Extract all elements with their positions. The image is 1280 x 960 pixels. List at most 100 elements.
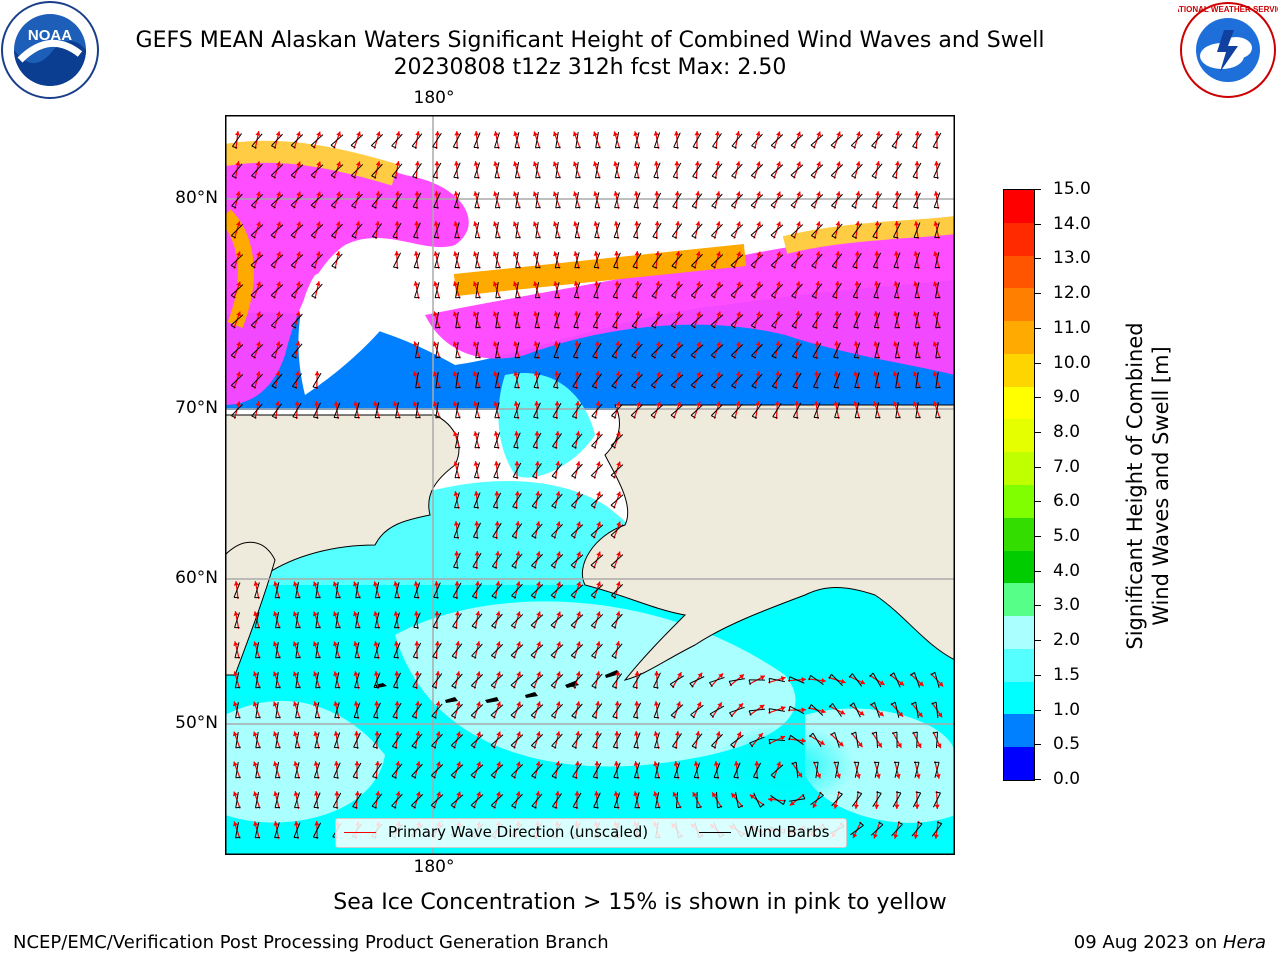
- wave-arrow-head: [454, 581, 460, 586]
- wind-barb: [575, 192, 579, 208]
- wind-barb-flag: [330, 144, 336, 149]
- wind-barb: [832, 283, 842, 297]
- wave-arrow-head: [536, 701, 541, 707]
- wind-barb-flag: [875, 416, 881, 419]
- wind-barb: [652, 192, 662, 208]
- wave-arrow-head: [295, 311, 301, 317]
- wind-barb-flag: [455, 326, 461, 329]
- wind-barb-flag: [412, 206, 419, 209]
- wave-arrow-head: [833, 401, 839, 406]
- wind-barb: [653, 132, 661, 148]
- wind-barb: [271, 343, 283, 357]
- wind-barb: [470, 673, 484, 687]
- wind-barb-flag: [515, 266, 521, 269]
- wind-barb: [853, 312, 861, 328]
- wind-barb: [571, 703, 583, 717]
- wind-barb: [291, 373, 303, 387]
- wind-barb-flag: [690, 354, 696, 359]
- wave-arrow-head: [736, 281, 742, 287]
- wind-barb: [613, 222, 621, 238]
- wave-arrow-head: [594, 791, 600, 796]
- wave-arrow-head: [594, 731, 600, 736]
- colorbar-tick-label: 0.5: [1053, 734, 1081, 755]
- colorbar-segment: [1004, 517, 1034, 552]
- wave-arrow-head: [759, 704, 765, 710]
- wind-barb-flag: [255, 686, 261, 689]
- wind-barb: [411, 133, 423, 147]
- wave-arrow-head: [275, 371, 281, 376]
- wind-barb: [594, 162, 600, 178]
- wind-barb: [874, 342, 880, 358]
- wave-arrow-head: [821, 678, 826, 684]
- wave-arrow-head: [393, 611, 399, 616]
- wave-arrow-head: [893, 833, 899, 839]
- wind-barb-flag: [890, 701, 896, 706]
- wind-barb-flag: [515, 236, 521, 239]
- wind-barb: [790, 194, 804, 206]
- wave-arrow-head: [738, 703, 744, 709]
- wind-barb: [452, 132, 462, 148]
- wind-barb-flag: [691, 235, 697, 239]
- wave-arrow-head: [453, 401, 458, 407]
- wind-barb-flag: [612, 326, 618, 329]
- wave-arrow-head: [532, 191, 538, 197]
- wind-barb: [575, 162, 579, 178]
- wave-arrow-head: [295, 341, 301, 346]
- wind-barb-flag: [470, 744, 476, 749]
- wind-barb: [691, 253, 703, 267]
- wave-arrow-head: [474, 521, 480, 526]
- wave-arrow-head: [655, 251, 661, 256]
- colorbar-segment: [1004, 583, 1034, 617]
- wave-arrow-head: [615, 401, 621, 407]
- wind-barb: [913, 222, 921, 238]
- wind-barb: [933, 792, 941, 808]
- wind-barb-flag: [812, 326, 818, 329]
- colorbar-tick-mark: [1034, 674, 1041, 676]
- wave-arrow-head: [593, 161, 599, 167]
- wind-barb-flag: [435, 386, 441, 389]
- wind-barb: [891, 133, 903, 147]
- wind-barb-flag: [856, 791, 862, 795]
- wave-arrow-head: [833, 803, 839, 809]
- wind-barb: [475, 342, 479, 358]
- wind-barb-flag: [470, 804, 476, 809]
- wave-arrow-head: [453, 251, 459, 257]
- wind-barb: [413, 612, 421, 628]
- colorbar-segment: [1004, 321, 1034, 355]
- wind-barb-flag: [770, 264, 776, 269]
- wave-arrow-head: [873, 371, 879, 377]
- wave-arrow-head: [573, 311, 580, 316]
- wind-barb: [454, 222, 460, 238]
- wind-barb: [671, 283, 683, 297]
- wind-barb-flag: [750, 294, 756, 299]
- wave-arrow-head: [735, 371, 741, 377]
- wave-arrow-head: [513, 191, 518, 197]
- wind-barb: [671, 223, 683, 237]
- wind-barb: [491, 553, 503, 567]
- wind-barb: [351, 193, 363, 207]
- wind-barb: [515, 252, 519, 268]
- wind-barb-flag: [751, 415, 758, 419]
- wind-barb: [753, 792, 761, 808]
- wind-barb: [455, 282, 459, 298]
- wind-barb-flag: [535, 296, 541, 299]
- wave-arrow-head: [513, 401, 519, 406]
- wind-barb-flag: [672, 746, 678, 749]
- wave-arrow-head: [716, 311, 722, 317]
- wind-barb-flag: [530, 624, 536, 629]
- wave-arrow-head: [595, 701, 601, 706]
- wave-arrow-head: [593, 191, 599, 197]
- wind-barb-flag: [770, 145, 776, 149]
- wave-arrow-head: [273, 611, 279, 617]
- wind-barb: [653, 672, 661, 688]
- wind-barb: [711, 223, 723, 237]
- wind-barb-flag: [672, 235, 678, 239]
- wave-arrow-head: [674, 131, 680, 136]
- wind-barb: [374, 612, 380, 628]
- wave-arrow-head: [495, 611, 501, 617]
- wind-barb-flag: [730, 264, 736, 269]
- colorbar-segment: [1004, 550, 1034, 584]
- wind-barb: [693, 762, 701, 778]
- wave-arrow-head: [394, 671, 400, 676]
- wind-barb: [295, 702, 299, 718]
